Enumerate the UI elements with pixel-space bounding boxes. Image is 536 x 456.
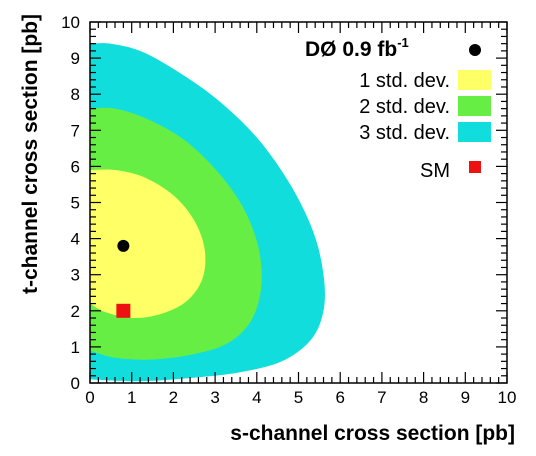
- legend-measurement-marker: [469, 44, 481, 56]
- x-tick-label: 2: [169, 388, 178, 407]
- x-tick-label: 0: [85, 388, 94, 407]
- tick-layer: 0 1 2 3 4 5 6 7 8 9 10 0 1 2 3 4 5 6 7 8 9 10: [61, 13, 516, 407]
- y-tick-label: 1: [71, 338, 80, 357]
- legend-swatch-3sd: [458, 122, 491, 142]
- y-tick-label: 0: [71, 374, 80, 393]
- x-tick-label: 8: [419, 388, 428, 407]
- x-tick-label: 6: [335, 388, 344, 407]
- marker-layer: [116, 239, 131, 318]
- sm-point: [116, 303, 131, 318]
- legend-sm-marker: [469, 161, 481, 173]
- x-tick-label: 1: [127, 388, 136, 407]
- y-tick-label: 3: [71, 266, 80, 285]
- legend: DØ 0.9 fb-1 1 std. dev. 2 std. dev. 3 st…: [305, 35, 491, 182]
- y-tick-label: 10: [61, 13, 80, 32]
- legend-label-2sd: 2 std. dev.: [359, 96, 450, 118]
- legend-label-1sd: 1 std. dev.: [359, 70, 450, 92]
- y-tick-label: 5: [71, 194, 80, 213]
- contour-1-std-dev: [90, 169, 206, 318]
- y-tick-label: 2: [71, 302, 80, 321]
- y-tick-label: 7: [71, 121, 80, 140]
- y-tick-label: 9: [71, 49, 80, 68]
- x-tick-label: 10: [498, 388, 517, 407]
- x-tick-label: 4: [252, 388, 261, 407]
- y-tick-label: 6: [71, 157, 80, 176]
- legend-label-3sd: 3 std. dev.: [359, 122, 450, 144]
- x-tick-label: 5: [294, 388, 303, 407]
- legend-title-text: DØ 0.9 fb: [305, 38, 397, 61]
- contour-layer: [90, 43, 325, 382]
- x-tick-label: 7: [377, 388, 386, 407]
- legend-title: DØ 0.9 fb-1: [305, 35, 409, 61]
- y-axis-title: t-channel cross section [pb]: [19, 14, 42, 294]
- legend-swatch-1sd: [458, 70, 491, 90]
- measurement-point: [117, 239, 130, 252]
- y-tick-label: 4: [71, 230, 80, 249]
- legend-label-sm: SM: [420, 160, 450, 182]
- y-tick-label: 8: [71, 85, 80, 104]
- x-axis-title: s-channel cross section [pb]: [230, 422, 515, 445]
- x-tick-label: 9: [461, 388, 470, 407]
- legend-swatch-2sd: [458, 96, 491, 116]
- legend-title-exponent: -1: [397, 35, 409, 50]
- x-tick-label: 3: [210, 388, 219, 407]
